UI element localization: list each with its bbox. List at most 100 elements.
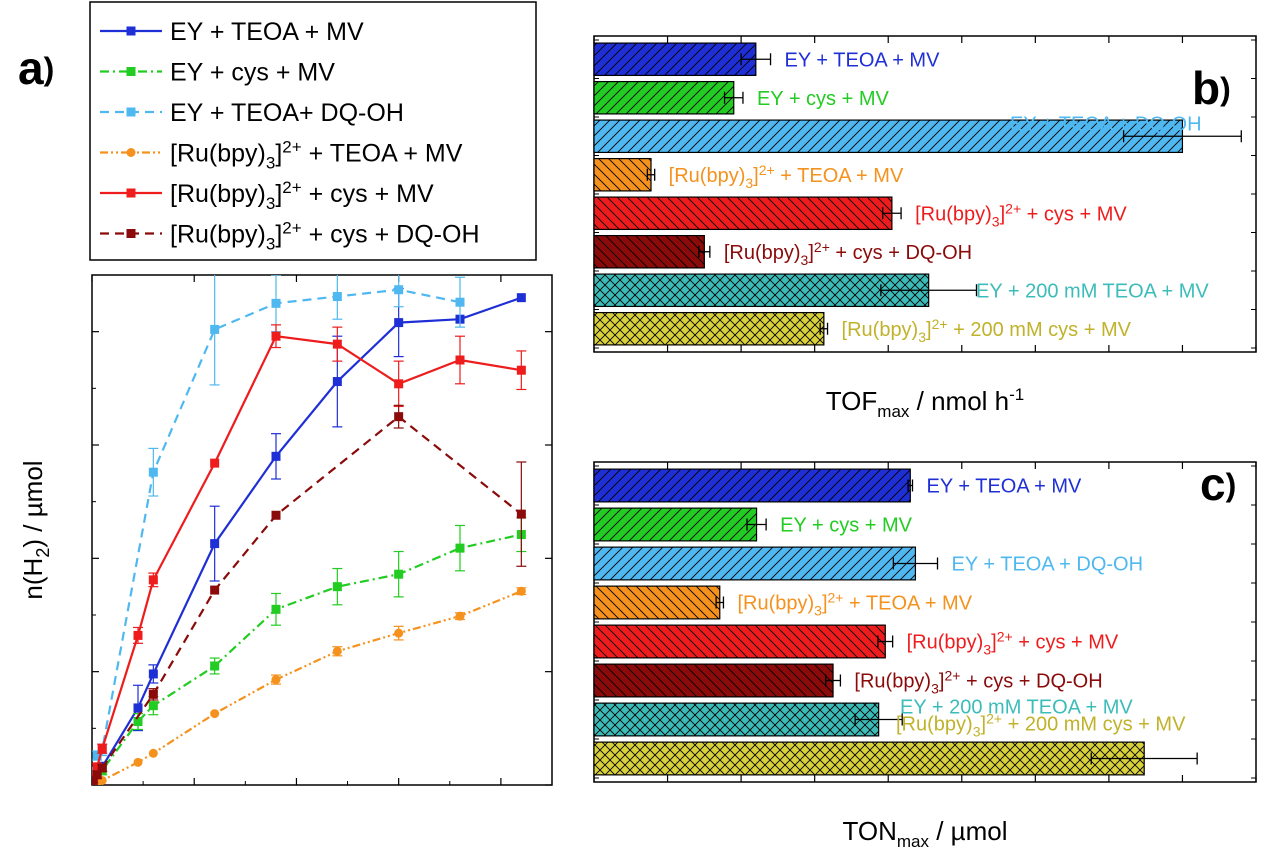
data-point-ru_cys_dqoh [92,775,98,785]
data-point-ey_teoa_dqoh [148,467,158,477]
bar-label-b-ey_200teoa_mv: EY + 200 mM TEOA + MV [976,280,1209,302]
bar-label-b-ru_teoa_mv: [Ru(bpy)3]2+ + TEOA + MV [669,162,904,191]
bar-label-b-ru_cys_dqoh: [Ru(bpy)3]2+ + cys + DQ-OH [724,239,972,268]
axes-frame-a [91,274,553,786]
bar-b-ey_200teoa_mv [593,273,930,308]
legend-marker-ey_teoa_dqoh [126,107,136,117]
bar-label-b-ru_200cys_mv: [Ru(bpy)3]2+ + 200 mM cys + MV [842,316,1132,345]
bar-b-ru_200cys_mv [593,311,825,346]
legend-label-ey_teoa_dqoh: EY + TEOA+ DQ-OH [170,99,404,127]
panel-label-b: b) [1192,62,1231,114]
bar-b-ey_teoa_dqoh [593,119,1184,154]
data-point-ru_cys_dqoh [92,770,102,780]
data-point-ru_cys_mv [332,339,342,349]
bar-label-c-ey_teoa_dqoh: EY + TEOA + DQ-OH [952,554,1144,576]
series-line-ru_cys_mv [92,335,522,778]
legend-label-ey_cys_mv: EY + cys + MV [170,59,335,87]
legend-label-ru_teoa_mv: [Ru(bpy)3]2+ + TEOA + MV [170,138,463,173]
bar-label-b-ey_teoa_mv: EY + TEOA + MV [785,49,941,71]
panel-b-plot: EY + TEOA + MV EY + cys + MV EY + TEOA + D… [593,35,1257,421]
data-point-ey_cys_mv [271,604,281,614]
data-point-ey_teoa_dqoh [92,751,102,761]
legend: EY + TEOA + MV EY + cys + MV EY + TEOA+ DQ… [100,18,480,254]
data-point-ru_cys_dqoh [97,763,107,773]
panel-label-a: a) [18,42,54,94]
bar-c-ru_200cys_mv [593,741,1145,776]
data-point-ey_cys_mv [148,701,158,711]
x-axis-title-c: TONmax / µmol [842,816,1007,851]
data-point-ey_cys_mv [394,569,404,579]
bar-c-ey_200teoa_mv [593,702,880,737]
bar-label-b-ru_cys_mv: [Ru(bpy)3]2+ + cys + MV [915,200,1127,229]
data-point-ru_cys_mv [455,355,465,365]
data-point-ru_teoa_mv [133,757,143,767]
bar-c-ey_teoa_dqoh [593,546,917,581]
bar-label-c-ru_200cys_mv: [Ru(bpy)3]2+ + 200 mM cys + MV [896,711,1186,740]
data-point-ru_cys_mv [394,379,404,389]
data-point-ey_teoa_mv [394,318,404,328]
bar-label-c-ey_teoa_mv: EY + TEOA + MV [926,476,1082,498]
data-point-ru_cys_mv [516,365,526,375]
data-point-ey_teoa_dqoh [394,285,404,295]
data-point-ey_teoa_mv [271,451,281,461]
bar-b-ru_teoa_mv [593,157,652,192]
panel-c-plot: EY + TEOA + MV EY + cys + MV EY + TEOA + D… [593,461,1257,851]
data-point-ey_teoa_mv [148,669,158,679]
legend-box [89,1,537,261]
data-point-ey_teoa_mv [332,377,342,387]
bar-label-b-ey_teoa_dqoh: EY + TEOA + DQ-OH [1010,113,1202,135]
data-point-ru_cys_mv [210,458,220,468]
data-point-ru_cys_dqoh [271,510,281,520]
bar-c-ru_cys_mv [593,624,886,659]
bar-b-ru_cys_mv [593,196,893,231]
bar-b-ey_cys_mv [593,80,735,115]
bar-b-ru_cys_dqoh [593,234,705,269]
bar-label-b-ey_cys_mv: EY + cys + MV [757,88,890,110]
legend-marker-ey_cys_mv [126,67,136,76]
data-point-ru_teoa_mv [210,709,220,719]
panel-label-c: c) [1200,458,1236,510]
data-point-ey_cys_mv [332,582,342,592]
data-point-ru_teoa_mv [271,675,281,685]
bar-label-c-ey_cys_mv: EY + cys + MV [780,515,913,537]
bar-label-c-ru_cys_dqoh: [Ru(bpy)3]2+ + cys + DQ-OH [854,668,1102,697]
series-line-ey_cys_mv [92,533,522,783]
data-point-ey_teoa_mv [133,703,143,713]
data-point-ey_cys_mv [133,717,143,727]
data-point-ey_teoa_dqoh [271,298,281,308]
data-point-ru_teoa_mv [148,748,158,758]
bar-c-ru_cys_dqoh [593,663,834,698]
data-point-ey_teoa_mv [516,293,526,303]
bar-label-c-ru_teoa_mv: [Ru(bpy)3]2+ + TEOA + MV [737,590,972,619]
data-point-ru_teoa_mv [332,646,342,656]
data-point-ru_cys_mv [92,762,102,772]
panel-a-plot: n(H2) / µmol [18,274,553,786]
data-point-ru_cys_mv [133,630,143,640]
data-point-ey_teoa_mv [210,539,220,549]
legend-marker-ru_cys_dqoh [126,229,136,238]
data-point-ru_cys_mv [148,575,158,585]
legend-label-ru_cys_dqoh: [Ru(bpy)3]2+ + cys + DQ-OH [170,219,480,254]
data-point-ey_teoa_dqoh [455,297,465,307]
data-point-ey_cys_mv [210,661,220,671]
bar-c-ey_cys_mv [593,507,758,542]
bar-c-ey_teoa_mv [593,468,911,503]
data-point-ru_teoa_mv [394,628,404,638]
data-point-ru_cys_mv [97,744,107,754]
legend-label-ru_cys_mv: [Ru(bpy)3]2+ + cys + MV [170,178,434,213]
data-point-ru_cys_dqoh [394,412,404,422]
data-point-ey_teoa_dqoh [210,324,220,334]
legend-marker-ru_cys_mv [126,188,136,198]
data-point-ru_teoa_mv [455,611,465,621]
data-point-ey_teoa_dqoh [332,292,342,302]
series-group-a [92,275,527,785]
bar-b-ey_teoa_mv [593,42,757,77]
data-point-ru_cys_dqoh [210,585,220,595]
data-point-ru_cys_mv [271,331,281,341]
bar-c-ru_teoa_mv [593,585,721,620]
data-point-ru_cys_dqoh [516,509,526,519]
series-line-ey_teoa_dqoh [92,288,461,772]
legend-label-ey_teoa_mv: EY + TEOA + MV [170,18,364,46]
bar-label-c-ey_200teoa_mv: EY + 200 mM TEOA + MV [900,697,1133,719]
